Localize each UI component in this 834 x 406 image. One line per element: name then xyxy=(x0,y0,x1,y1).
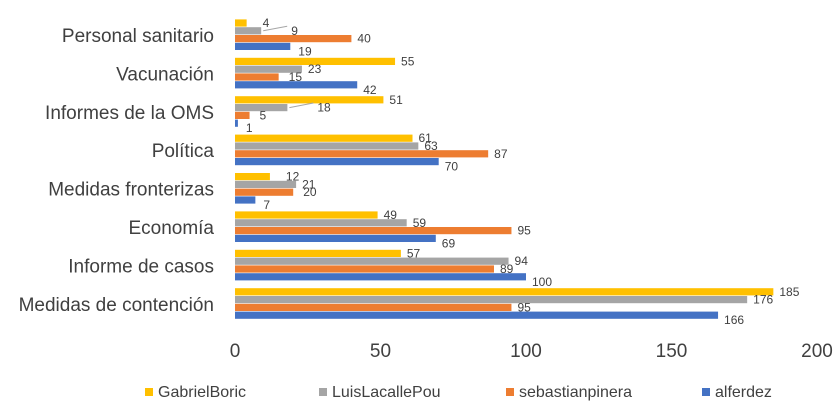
bar-LuisLacallePou xyxy=(235,65,302,73)
bar-LuisLacallePou xyxy=(235,257,509,265)
data-label: 69 xyxy=(442,236,456,250)
data-label: 63 xyxy=(424,139,438,153)
legend-label: alferdez xyxy=(715,384,772,401)
data-label: 20 xyxy=(303,185,317,199)
data-label: 166 xyxy=(724,313,744,327)
bar-alferdez xyxy=(235,81,358,89)
bar-sebastianpinera xyxy=(235,73,279,81)
bar-LuisLacallePou xyxy=(235,104,288,112)
bar-LuisLacallePou xyxy=(235,180,297,188)
data-label: 94 xyxy=(515,254,529,268)
data-label: 4 xyxy=(263,16,270,30)
category-label: Economía xyxy=(128,218,214,239)
x-tick-label: 0 xyxy=(230,341,241,362)
legend-swatch xyxy=(702,388,710,396)
legend-label: LuisLacallePou xyxy=(332,384,441,401)
data-label: 51 xyxy=(389,93,403,107)
x-tick-label: 150 xyxy=(656,341,688,362)
bar-alferdez xyxy=(235,311,719,319)
bar-GabrielBoric xyxy=(235,57,396,65)
bar-GabrielBoric xyxy=(235,19,247,27)
data-label: 49 xyxy=(384,208,398,222)
category-label: Política xyxy=(152,141,215,162)
data-label: 70 xyxy=(445,160,459,174)
bar-sebastianpinera xyxy=(235,265,494,273)
data-label: 18 xyxy=(317,101,331,115)
bar-LuisLacallePou xyxy=(235,27,262,35)
data-label: 23 xyxy=(308,62,322,76)
bar-GabrielBoric xyxy=(235,249,401,257)
data-label: 100 xyxy=(532,275,552,289)
data-label: 95 xyxy=(517,300,531,314)
data-label: 7 xyxy=(263,198,270,212)
data-label: 40 xyxy=(357,32,371,46)
data-label: 59 xyxy=(413,216,427,230)
x-tick-label: 100 xyxy=(510,341,542,362)
category-label: Informes de la OMS xyxy=(45,103,214,124)
bar-GabrielBoric xyxy=(235,288,774,296)
data-label: 42 xyxy=(363,83,377,97)
data-label: 57 xyxy=(407,246,421,260)
leader-line xyxy=(263,25,288,32)
data-label: 1 xyxy=(246,121,253,135)
bar-alferdez xyxy=(235,196,256,204)
bar-alferdez xyxy=(235,234,436,242)
data-label: 176 xyxy=(753,293,773,307)
data-label: 21 xyxy=(302,177,316,191)
bar-sebastianpinera xyxy=(235,150,489,158)
bar-LuisLacallePou xyxy=(235,142,419,150)
bar-GabrielBoric xyxy=(235,96,384,104)
x-tick-label: 200 xyxy=(801,341,833,362)
bar-sebastianpinera xyxy=(235,35,352,43)
bar-sebastianpinera xyxy=(235,111,250,119)
category-label: Medidas fronterizas xyxy=(48,180,214,201)
x-tick-label: 50 xyxy=(370,341,391,362)
bar-LuisLacallePou xyxy=(235,219,407,227)
data-label: 95 xyxy=(517,224,531,238)
legend-swatch xyxy=(319,388,327,396)
bar-sebastianpinera xyxy=(235,303,512,311)
bar-alferdez xyxy=(235,119,238,127)
category-label: Medidas de contención xyxy=(19,295,214,316)
legend-label: GabrielBoric xyxy=(158,384,246,401)
leader-line xyxy=(289,102,314,109)
bar-alferdez xyxy=(235,273,526,281)
data-label: 55 xyxy=(401,54,415,68)
data-label: 87 xyxy=(494,147,508,161)
bar-sebastianpinera xyxy=(235,227,512,235)
category-label: Vacunación xyxy=(116,64,214,85)
data-label: 5 xyxy=(260,108,267,122)
bar-alferdez xyxy=(235,42,291,50)
legend-label: sebastianpinera xyxy=(519,384,632,401)
bar-alferdez xyxy=(235,158,439,166)
bar-GabrielBoric xyxy=(235,211,378,219)
legend-swatch xyxy=(145,388,153,396)
data-label: 12 xyxy=(286,170,300,184)
bar-GabrielBoric xyxy=(235,134,413,142)
data-label: 15 xyxy=(289,70,303,84)
category-label: Personal sanitario xyxy=(62,26,214,47)
data-label: 89 xyxy=(500,262,514,276)
data-label: 61 xyxy=(419,131,433,145)
bar-GabrielBoric xyxy=(235,173,270,181)
legend-swatch xyxy=(506,388,514,396)
data-label: 9 xyxy=(291,24,298,38)
bar-LuisLacallePou xyxy=(235,296,748,304)
category-label: Informe de casos xyxy=(68,256,214,277)
bar-sebastianpinera xyxy=(235,188,294,196)
data-label: 185 xyxy=(779,285,799,299)
data-label: 19 xyxy=(298,44,312,58)
